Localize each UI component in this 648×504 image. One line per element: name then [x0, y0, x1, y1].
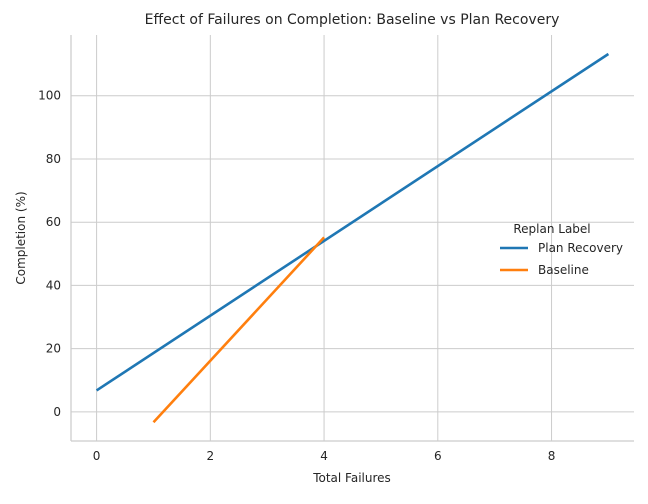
legend-title: Replan Label	[513, 222, 590, 236]
x-tick-label: 2	[207, 449, 215, 463]
legend-label-plan-recovery: Plan Recovery	[538, 241, 623, 255]
chart-title: Effect of Failures on Completion: Baseli…	[145, 12, 560, 28]
y-tick-label: 100	[38, 89, 61, 103]
x-tick-label: 8	[548, 449, 556, 463]
y-tick-label: 80	[46, 152, 61, 166]
x-axis-label: Total Failures	[312, 471, 391, 485]
series-line-baseline	[152, 236, 326, 424]
y-tick-label: 20	[46, 342, 61, 356]
x-tick-label: 0	[93, 449, 101, 463]
y-tick-label: 60	[46, 215, 61, 229]
legend-label-baseline: Baseline	[538, 263, 589, 277]
y-tick-label: 0	[53, 405, 61, 419]
x-tick-label: 6	[434, 449, 442, 463]
x-tick-label: 4	[320, 449, 328, 463]
y-axis-label: Completion (%)	[14, 191, 28, 284]
legend: Replan Label Plan Recovery Baseline	[500, 222, 623, 277]
series-line-plan-recovery	[95, 52, 610, 392]
y-tick-label: 40	[46, 278, 61, 292]
